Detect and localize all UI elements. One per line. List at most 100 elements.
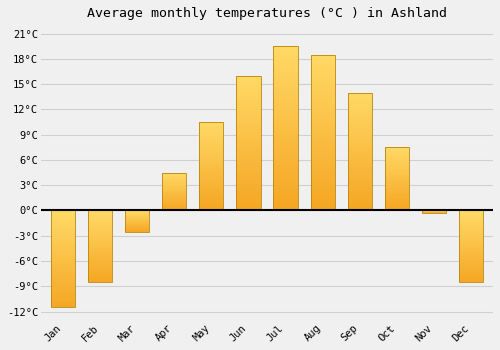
Bar	[274, 102, 297, 105]
Bar	[274, 168, 297, 171]
Bar	[200, 129, 224, 131]
Bar	[88, 233, 112, 235]
Bar	[200, 170, 224, 172]
Bar	[384, 164, 409, 165]
Bar	[310, 130, 334, 133]
Bar	[274, 83, 297, 86]
Bar	[348, 170, 372, 173]
Bar	[51, 253, 75, 255]
Bar	[51, 249, 75, 251]
Bar	[274, 89, 297, 92]
Bar	[459, 215, 483, 216]
Bar	[310, 189, 334, 192]
Bar	[310, 83, 334, 86]
Bar	[88, 245, 112, 246]
Bar	[200, 189, 224, 191]
Bar	[459, 225, 483, 226]
Bar	[384, 185, 409, 187]
Bar	[236, 162, 260, 165]
Bar	[126, 218, 150, 219]
Bar	[236, 135, 260, 138]
Bar	[88, 223, 112, 225]
Bar	[274, 63, 297, 66]
Bar	[459, 261, 483, 262]
Bar	[348, 201, 372, 203]
Bar	[88, 266, 112, 268]
Bar	[162, 194, 186, 195]
Bar	[384, 152, 409, 154]
Bar	[274, 155, 297, 158]
Bar	[200, 188, 224, 189]
Bar	[162, 198, 186, 199]
Bar	[88, 262, 112, 264]
Bar	[274, 69, 297, 72]
Bar	[51, 210, 75, 212]
Bar	[384, 188, 409, 189]
Bar	[126, 215, 150, 216]
Bar	[274, 115, 297, 119]
Bar	[88, 215, 112, 216]
Bar	[274, 178, 297, 181]
Bar	[126, 212, 150, 213]
Bar	[88, 218, 112, 219]
Bar	[348, 173, 372, 175]
Bar	[459, 273, 483, 275]
Bar	[126, 230, 150, 231]
Bar	[88, 258, 112, 259]
Bar	[310, 158, 334, 161]
Bar	[162, 195, 186, 196]
Bar	[162, 187, 186, 188]
Bar	[384, 166, 409, 168]
Bar	[236, 140, 260, 143]
Bar	[310, 179, 334, 182]
Bar	[348, 135, 372, 138]
Bar	[310, 95, 334, 98]
Bar	[348, 159, 372, 161]
Bar	[459, 262, 483, 264]
Bar	[384, 173, 409, 174]
Bar	[348, 152, 372, 154]
Bar	[126, 228, 150, 229]
Bar	[236, 197, 260, 200]
Bar	[310, 151, 334, 154]
Bar	[274, 158, 297, 161]
Bar	[51, 288, 75, 290]
Bar	[459, 226, 483, 228]
Bar	[348, 156, 372, 159]
Bar	[162, 192, 186, 193]
Bar	[274, 201, 297, 204]
Bar	[162, 203, 186, 204]
Bar	[51, 257, 75, 259]
Bar	[348, 184, 372, 187]
Bar	[236, 132, 260, 135]
Bar	[310, 55, 334, 210]
Bar	[274, 135, 297, 138]
Bar	[236, 94, 260, 97]
Bar	[162, 184, 186, 185]
Bar	[274, 132, 297, 135]
Bar	[348, 93, 372, 95]
Bar	[88, 238, 112, 239]
Bar	[384, 199, 409, 201]
Bar	[459, 220, 483, 222]
Bar	[51, 271, 75, 272]
Bar	[236, 138, 260, 140]
Bar	[236, 97, 260, 100]
Bar	[88, 261, 112, 262]
Bar	[384, 165, 409, 166]
Bar	[236, 175, 260, 178]
Bar	[88, 255, 112, 256]
Bar	[310, 139, 334, 142]
Bar	[88, 278, 112, 279]
Bar	[236, 78, 260, 81]
Bar	[459, 251, 483, 252]
Bar	[348, 166, 372, 168]
Bar	[236, 194, 260, 197]
Bar	[459, 265, 483, 266]
Bar	[51, 224, 75, 226]
Bar	[236, 113, 260, 116]
Bar	[162, 182, 186, 183]
Bar	[384, 178, 409, 179]
Bar	[51, 296, 75, 298]
Bar	[310, 167, 334, 170]
